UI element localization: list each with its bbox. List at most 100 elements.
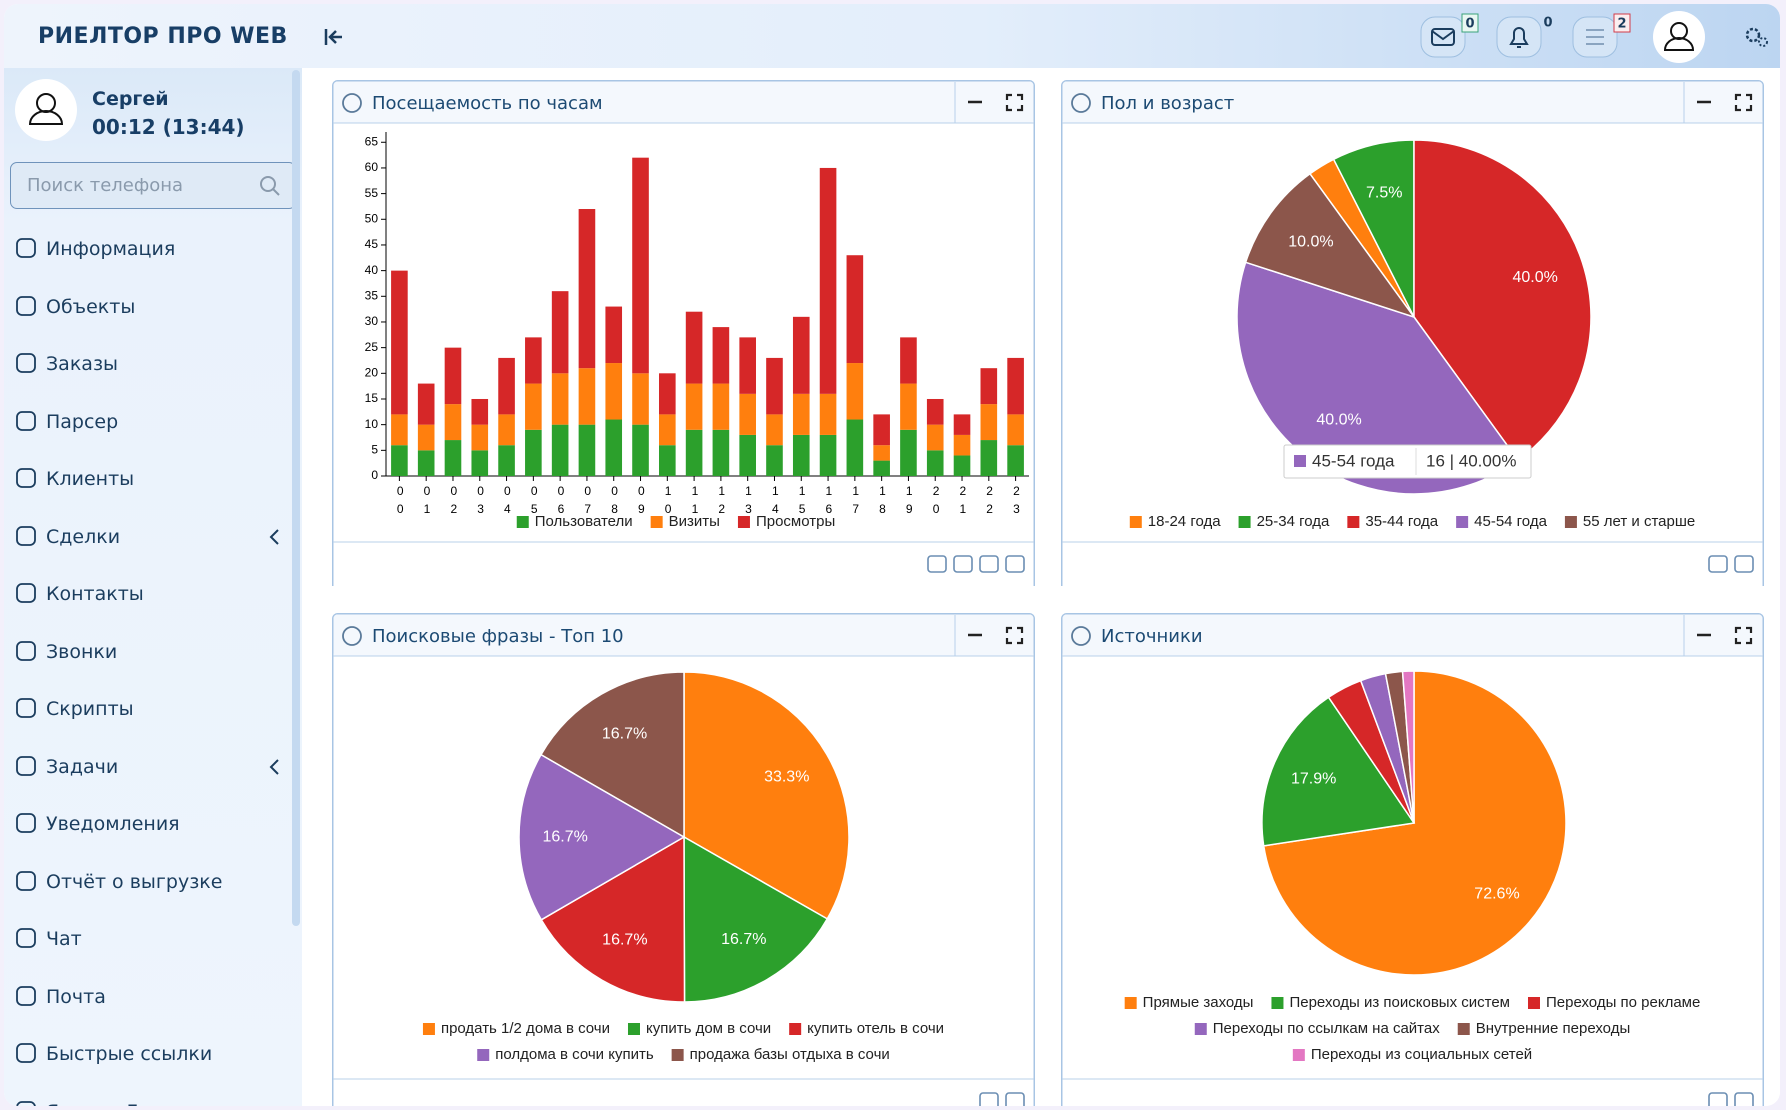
chart-type-button[interactable] — [953, 555, 973, 573]
legend-item: 18-24 года — [1129, 513, 1221, 530]
menu-item[interactable]: Быстрые ссылки — [46, 1043, 213, 1065]
legend-label: Пользователи — [535, 513, 633, 530]
chart-panel: Поисковые фразы - Топ 10 33.3% 16.7% 16.7% 1… — [332, 613, 1035, 1106]
tooltip-name: 45-54 года — [1312, 451, 1395, 470]
bar-segment — [685, 311, 703, 384]
chart-type-button[interactable] — [1708, 555, 1728, 573]
chart-panel: Источники 72.6% 17.9% Прямые заходы Переходы… — [1061, 613, 1764, 1106]
settings-button[interactable] — [1742, 24, 1772, 50]
menu-item[interactable]: Парсер — [46, 410, 119, 433]
y-tick-label: 40 — [365, 263, 379, 277]
chart-type-button[interactable] — [1734, 1092, 1754, 1106]
slice-label: 17.9% — [1291, 770, 1336, 787]
chart-type-button[interactable] — [1005, 1092, 1025, 1106]
y-tick-label: 0 — [371, 468, 378, 482]
menu-item[interactable]: Объекты — [46, 295, 136, 318]
chart-type-button[interactable] — [979, 555, 999, 573]
chart-type-button[interactable] — [1734, 555, 1754, 573]
legend-item: 25-34 года — [1238, 513, 1330, 530]
tasks-button[interactable]: 2 — [1570, 12, 1640, 62]
legend-swatch — [1564, 516, 1577, 528]
search-placeholder: Поиск телефона — [27, 175, 184, 196]
chart-type-button[interactable] — [927, 555, 947, 573]
x-tick-label: 00 — [393, 484, 407, 520]
profile-avatar[interactable] — [1652, 10, 1706, 64]
bar-segment — [498, 414, 515, 446]
menu-item[interactable]: Задачи — [46, 755, 119, 778]
menu-icon — [16, 985, 36, 1006]
bar-segment — [819, 167, 837, 394]
submenu-chevron[interactable] — [268, 757, 282, 777]
bar-segment — [980, 440, 998, 476]
legend-item: продажа базы отдыха в сочи — [671, 1046, 890, 1063]
menu-item[interactable]: Клиенты — [46, 468, 135, 490]
y-tick-label: 55 — [365, 186, 379, 200]
y-tick-label: 25 — [365, 340, 379, 354]
legend-swatch — [1457, 1023, 1470, 1035]
pie-slice — [540, 835, 686, 1003]
app-frame: РИЕЛТОР ПРО WEB 0 0 2 Сергей 00:12 (13:4… — [4, 4, 1780, 1106]
scrollbar — [292, 70, 300, 926]
slice-label: 16.7% — [721, 931, 766, 948]
y-tick-label: 10 — [365, 417, 379, 431]
fullscreen-button[interactable] — [1734, 626, 1753, 645]
bar-segment — [551, 424, 569, 476]
bar-segment — [873, 460, 890, 476]
bar-segment — [980, 368, 998, 405]
y-tick-label: 35 — [365, 288, 379, 302]
bar-segment — [498, 445, 515, 476]
menu-item[interactable]: Чат — [46, 928, 82, 950]
menu-item[interactable]: Почта — [46, 985, 106, 1008]
legend-swatch — [737, 516, 750, 528]
legend-item: Переходы из социальных сетей — [1292, 1046, 1532, 1063]
bar-segment — [846, 419, 864, 476]
chart-type-button[interactable] — [1005, 555, 1025, 573]
menu-item[interactable]: Информация — [46, 238, 176, 260]
legend-item: Переходы по ссылкам на сайтах — [1194, 1020, 1440, 1037]
content: Посещаемость по часам 0 5 10 15 20 25 30 35 40 45 5… — [306, 68, 1780, 1106]
x-tick-label: 19 — [902, 484, 916, 520]
chart-type-button[interactable] — [1708, 1092, 1728, 1106]
y-tick-label: 20 — [365, 365, 379, 379]
menu-item[interactable]: Яндекс Диск — [46, 1101, 174, 1107]
bar-segment — [578, 368, 596, 425]
x-tick-label: 05 — [527, 484, 541, 520]
bar-segment — [712, 327, 730, 384]
x-tick-label: 15 — [795, 484, 809, 520]
menu-item[interactable]: Отчёт о выгрузке — [46, 870, 223, 893]
legend-swatch — [650, 516, 663, 528]
x-tick-label: 16 — [822, 484, 836, 520]
collapse-button[interactable] — [322, 26, 346, 48]
x-tick-label: 18 — [875, 484, 889, 520]
menu-item[interactable]: Заказы — [46, 353, 119, 375]
chart-type-button[interactable] — [979, 1092, 999, 1106]
menu-item[interactable]: Контакты — [46, 583, 144, 605]
menu-icon — [16, 410, 36, 431]
bar-segment — [444, 404, 462, 441]
mail-button[interactable]: 0 — [1418, 12, 1488, 62]
legend-swatch — [1271, 997, 1284, 1009]
bar-segment — [900, 337, 917, 384]
bar-segment — [766, 445, 783, 476]
menu-item[interactable]: Скрипты — [46, 698, 134, 720]
panel-header — [333, 81, 1034, 124]
fullscreen-button[interactable] — [1005, 626, 1024, 645]
panel-icon — [1071, 93, 1091, 113]
submenu-chevron[interactable] — [268, 527, 282, 547]
fullscreen-button[interactable] — [1734, 93, 1753, 112]
bar-segment — [953, 434, 971, 456]
legend-swatch — [1124, 997, 1137, 1009]
pie-slice — [1244, 172, 1416, 319]
menu-item[interactable]: Звонки — [46, 640, 118, 663]
bar-segment — [471, 424, 489, 451]
menu-item[interactable]: Уведомления — [46, 813, 180, 835]
slice-label: 16.7% — [602, 931, 647, 948]
search-box[interactable]: Поиск телефона — [10, 162, 296, 209]
menu-item[interactable]: Сделки — [46, 525, 121, 548]
menu-icon — [16, 525, 36, 546]
menu-icon — [16, 583, 36, 603]
notifications-button[interactable]: 0 — [1494, 12, 1564, 62]
legend-swatch — [1347, 516, 1360, 528]
fullscreen-button[interactable] — [1005, 93, 1024, 112]
bar-segment — [953, 414, 971, 435]
